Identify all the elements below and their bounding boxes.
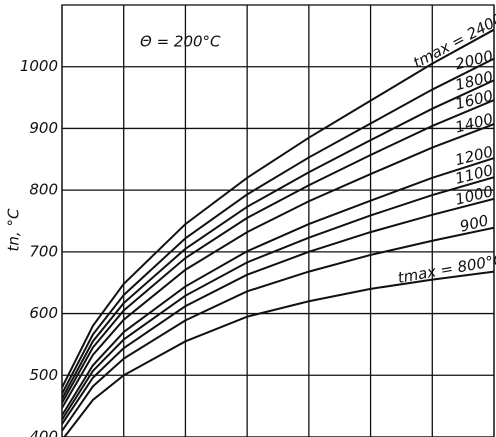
y-tick-label: 600 bbox=[29, 304, 58, 322]
curve bbox=[62, 226, 494, 432]
curve bbox=[62, 157, 494, 416]
y-tick-label: 700 bbox=[29, 242, 58, 260]
curve bbox=[62, 176, 494, 421]
curve bbox=[63, 270, 494, 437]
y-tick-label: 500 bbox=[29, 366, 58, 384]
annotation: Θ = 200°C bbox=[140, 33, 221, 51]
curve bbox=[62, 57, 494, 395]
curves bbox=[62, 28, 494, 437]
curve bbox=[62, 28, 494, 389]
y-tick-label: 800 bbox=[29, 181, 58, 199]
plot-frame bbox=[61, 4, 495, 437]
y-tick-label: 900 bbox=[29, 119, 58, 137]
y-axis-label: tn, °C bbox=[5, 208, 23, 251]
series-label: 900 bbox=[458, 211, 490, 235]
curve bbox=[62, 123, 494, 409]
series-label: tmax = 800°C bbox=[396, 250, 496, 286]
curve bbox=[62, 79, 494, 400]
curve bbox=[62, 197, 494, 425]
y-tick-label: 400 bbox=[29, 428, 58, 437]
curve bbox=[62, 99, 494, 404]
y-tick-label: 1000 bbox=[20, 57, 58, 75]
